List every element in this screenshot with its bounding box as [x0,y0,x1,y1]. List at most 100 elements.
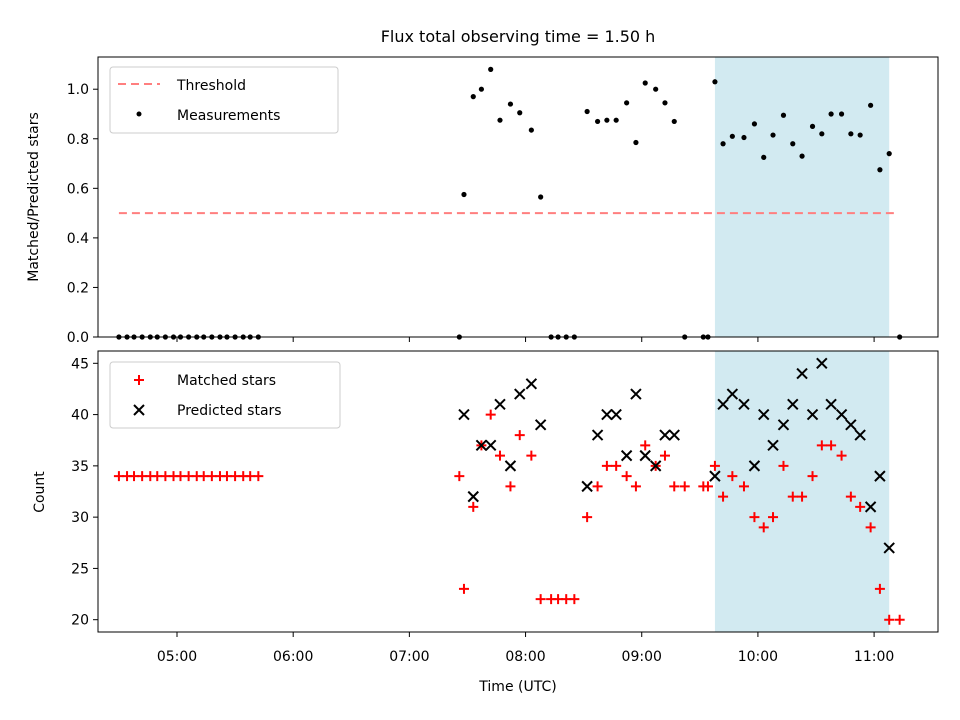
matched-star-point [807,471,818,482]
measurement-point [538,194,544,200]
matched-star-point [836,450,847,461]
x-tick-label: 05:00 [157,649,197,665]
predicted-star-point [639,449,651,462]
matched-star-point [640,440,651,451]
legend-predicted-label: Predicted stars [177,403,282,419]
ratio-panel-frame [97,56,939,338]
predicted-star-point [726,388,739,400]
x-tick-label: 10:00 [738,649,778,665]
count-panel: 20 25 30 35 40 45 05:00 06:00 07:00 08:00 09:00 10… [32,350,939,695]
measurement-point [741,134,747,141]
y-tick-label: 0.0 [67,330,89,346]
predicted-star-point [767,439,779,452]
y-tick-label: 35 [71,459,89,475]
measurement-point [604,117,610,123]
y-tick-label: 25 [71,561,89,577]
y-axis-ticks: 20 25 30 35 40 45 [71,356,98,629]
count-legend: Matched stars Predicted stars [109,361,341,429]
measurement-point [653,86,659,92]
predicted-star-point [748,460,761,472]
ratio-legend: Threshold Measurements [109,66,339,134]
matched-star-point [797,491,808,502]
measurement-point [507,101,514,107]
predicted-star-point [484,439,497,452]
predicted-star-point [796,367,808,380]
x-tick-label: 06:00 [273,649,313,665]
observation-window-shade [714,351,890,632]
predicted-star-point [467,490,479,503]
predicted-star-point [845,419,857,431]
observation-window-shade [714,57,890,337]
predicted-star-point [777,419,790,431]
measurement-point [751,121,758,127]
matched-star-point [494,450,505,461]
matched-star-point [865,522,876,533]
predicted-stars-points [458,357,895,554]
matched-star-point [592,481,603,492]
predicted-star-point [854,429,866,441]
matched-star-point [468,501,479,512]
measurement-point [877,167,883,173]
measurement-point [497,117,503,123]
matched-star-point [749,512,760,523]
x-tick-label: 11:00 [854,649,894,665]
y-tick-label: 0.2 [67,280,89,296]
ratio-panel: 0.0 0.2 0.4 0.6 0.8 1.0 Matched/Predicted sta… [26,56,939,346]
legend-predicted-swatch [133,404,145,416]
y-tick-label: 0.8 [67,132,89,148]
predicted-star-point [458,408,470,421]
predicted-star-point [874,470,886,482]
matched-star-point [709,460,720,471]
predicted-star-point [717,398,729,411]
matched-star-point [845,491,856,502]
matched-star-point [458,583,469,594]
matched-star-point [738,481,749,492]
measurement-point [584,108,590,115]
measurement-point [720,141,726,147]
measurement-point [857,132,863,138]
matched-star-point [787,491,798,502]
x-tick-label: 07:00 [389,649,429,665]
matched-star-point [874,583,885,594]
predicted-star-point [534,419,547,431]
matched-star-point [826,440,837,451]
matched-star-point [816,440,827,451]
matched-star-point [454,471,465,482]
predicted-star-point [494,398,506,411]
predicted-star-point [504,460,517,472]
predicted-star-point [816,357,828,370]
measurement-point [868,102,874,108]
predicted-star-point [630,388,642,400]
legend-measurement-swatch [136,111,142,117]
matched-star-point [601,460,612,471]
y-tick-label: 30 [71,510,89,526]
predicted-star-point [835,408,848,421]
predicted-star-point [659,429,671,441]
y-axis-ticks: 0.0 0.2 0.4 0.6 0.8 1.0 [67,82,98,346]
y-tick-label: 1.0 [67,82,89,98]
legend-matched-label: Matched stars [177,373,276,389]
measurement-point [662,100,668,106]
matched-stars-points [113,409,905,625]
measurement-point [613,117,619,123]
measurement-point [528,127,534,133]
matched-star-point [514,430,525,441]
predicted-star-point [787,398,799,411]
ratio-panel-ylabel: Matched/Predicted stars [26,112,42,282]
matched-star-point [679,481,690,492]
measurement-point [461,191,467,198]
y-tick-label: 45 [71,356,89,372]
predicted-star-point [806,408,819,421]
y-tick-label: 20 [71,613,89,629]
predicted-star-point [825,398,837,411]
measurement-point [478,86,485,92]
matched-star-point [702,481,713,492]
measurement-point [761,154,767,160]
measurement-point [517,110,523,116]
x-tick-label: 08:00 [505,649,545,665]
measurement-points [116,66,903,340]
x-axis-label: Time (UTC) [478,679,556,695]
predicted-star-point [591,429,604,441]
predicted-star-point [581,480,593,493]
